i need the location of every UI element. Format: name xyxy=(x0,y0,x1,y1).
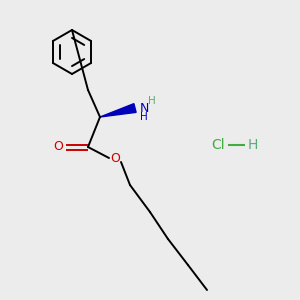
Text: O: O xyxy=(110,152,120,164)
Polygon shape xyxy=(100,103,136,117)
Text: Cl: Cl xyxy=(211,138,225,152)
Text: H: H xyxy=(248,138,258,152)
Text: O: O xyxy=(53,140,63,154)
Text: H: H xyxy=(140,112,148,122)
Text: H: H xyxy=(148,96,156,106)
Text: N: N xyxy=(139,101,149,115)
